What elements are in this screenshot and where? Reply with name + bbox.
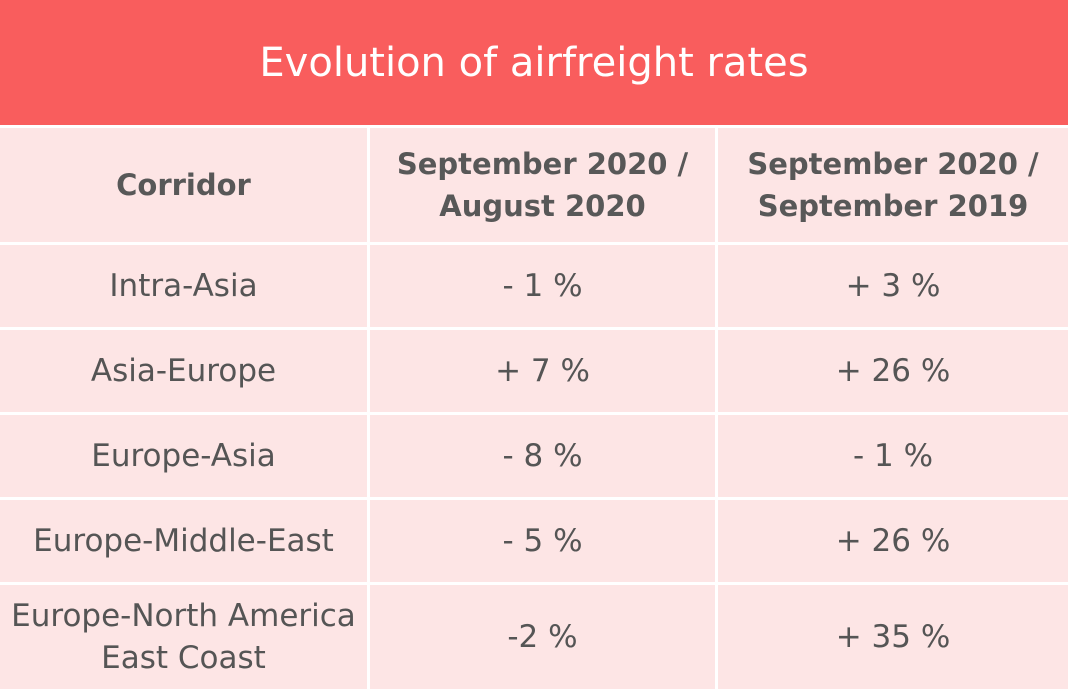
cell-line: September 2020 / [747,147,1039,181]
column-header: September 2020 / August 2020 [370,128,715,242]
cell-line: Intra-Asia [109,268,258,304]
cell-line: - 1 % [502,268,583,304]
title: Evolution of airfreight rates [259,39,809,86]
rates-table: Corridor September 2020 /August 2020 Septe… [0,128,1068,689]
cell-line: + 3 % [845,268,941,304]
column-header: Corridor [0,128,367,242]
cell-line: + 35 % [835,619,951,655]
cell-line: - 8 % [502,438,583,474]
table-cell: - 1 % [718,415,1068,497]
cell-line: -2 % [507,619,578,655]
cell-line: Europe-North America [11,598,356,634]
table-cell: Europe-Asia [0,415,367,497]
table-cell: - 8 % [370,415,715,497]
cell-line: Corridor [116,168,251,202]
cell-line: East Coast [101,640,266,676]
table-cell: + 3 % [718,245,1068,327]
column-header: September 2020 / September 2019 [718,128,1068,242]
table-cell: - 1 % [370,245,715,327]
table-cell: + 35 % [718,585,1068,689]
cell-line: Asia-Europe [90,353,277,389]
cell-line: - 5 % [502,523,583,559]
cell-line: + 26 % [835,523,951,559]
cell-line: Europe-Middle-East [33,523,334,559]
cell-line: + 26 % [835,353,951,389]
table-cell: + 26 % [718,500,1068,582]
cell-line: + 7 % [495,353,590,389]
table-cell: - 5 % [370,500,715,582]
table-cell: Europe-Middle-East [0,500,367,582]
cell-line: September 2019 [757,189,1029,223]
title-bar: Evolution of airfreight rates [0,0,1068,125]
cell-line: August 2020 [439,189,646,223]
cell-line: Europe-Asia [91,438,276,474]
table-cell: -2 % [370,585,715,689]
cell-line: September 2020 / [396,147,689,181]
table-cell: Asia-Europe [0,330,367,412]
table-cell: Intra-Asia [0,245,367,327]
table-cell: + 7 % [370,330,715,412]
table-cell: Europe-North America East Coast [0,585,367,689]
table-cell: + 26 % [718,330,1068,412]
cell-line: - 1 % [852,438,934,474]
